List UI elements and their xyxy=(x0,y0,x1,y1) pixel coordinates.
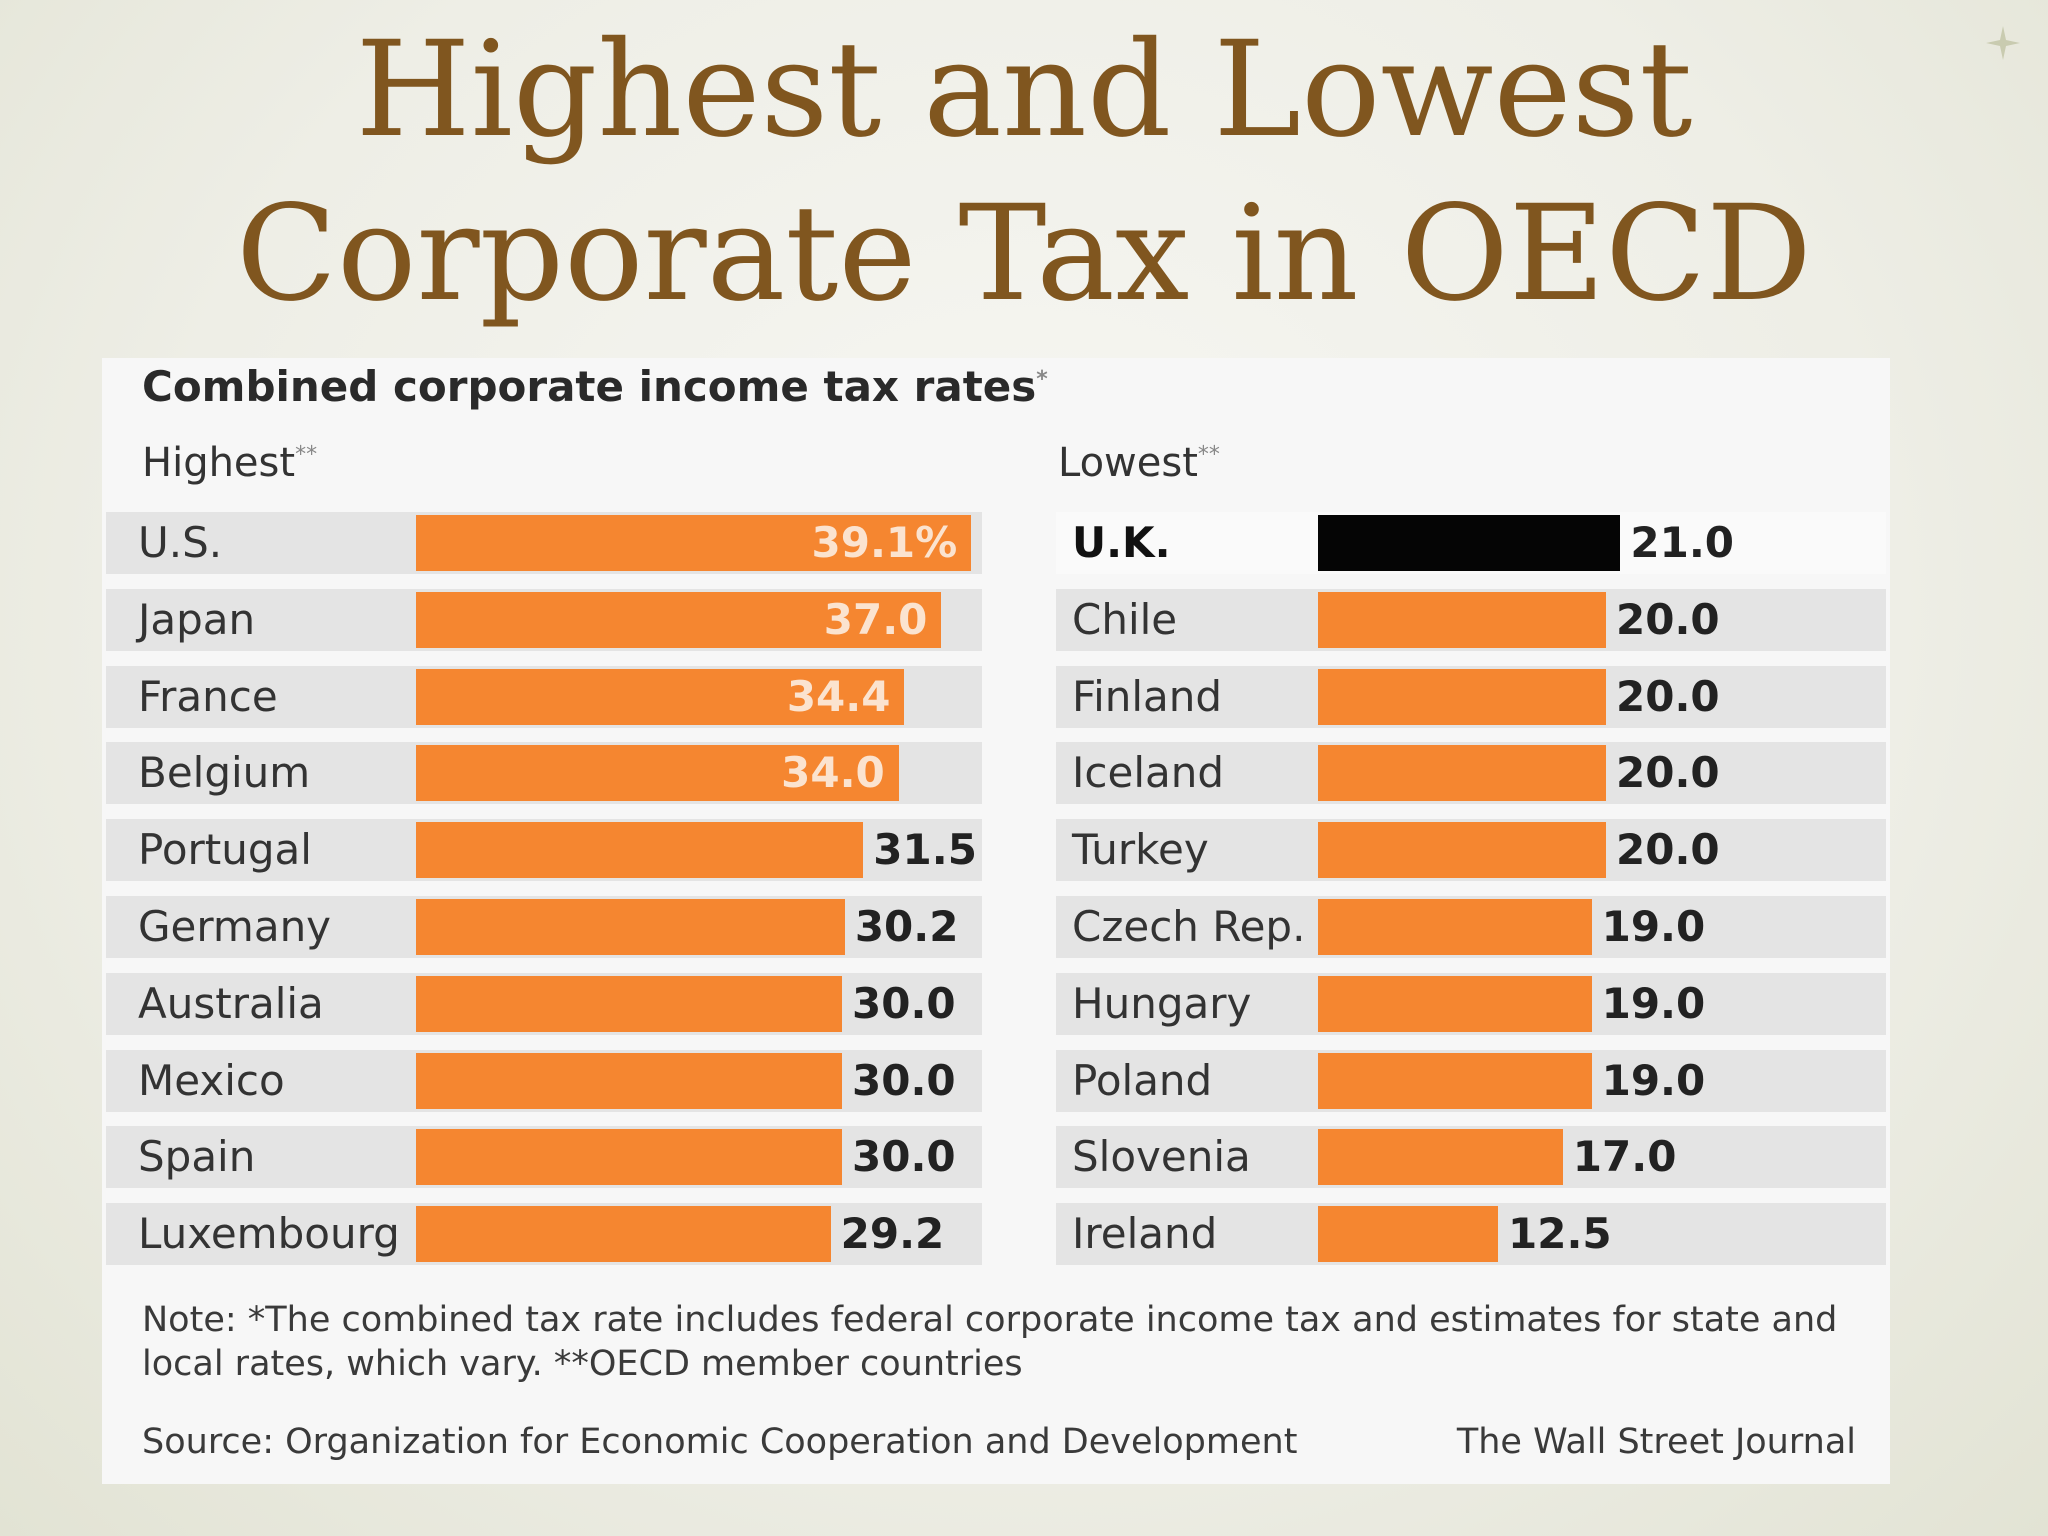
tick-label-finland: Finland xyxy=(1072,671,1223,721)
bar-portugal xyxy=(416,822,864,879)
data-label-spain: 30.0 xyxy=(852,1132,956,1182)
tick-label-portugal: Portugal xyxy=(138,825,312,875)
tick-label-ireland: Ireland xyxy=(1072,1209,1218,1259)
bar-germany xyxy=(416,899,845,955)
data-label-australia: 30.0 xyxy=(852,978,956,1028)
tick-label-spain: Spain xyxy=(138,1132,256,1182)
data-label-ireland: 12.5 xyxy=(1508,1209,1612,1259)
chart-title: Combined corporate income tax rates* xyxy=(142,362,1048,411)
bar-chile xyxy=(1318,591,1606,648)
tick-label-u-s: U.S. xyxy=(138,518,223,567)
chart-title-text: Combined corporate income tax rates xyxy=(142,362,1037,411)
bar-hungary xyxy=(1318,975,1592,1032)
chart-source: Source: Organization for Economic Cooper… xyxy=(142,1422,1298,1462)
tick-label-poland: Poland xyxy=(1072,1055,1213,1105)
data-label-turkey: 20.0 xyxy=(1616,825,1720,875)
bar-u-s xyxy=(416,515,972,571)
bar-japan xyxy=(416,591,942,648)
tick-label-germany: Germany xyxy=(138,902,332,951)
data-label-germany: 30.2 xyxy=(854,902,959,951)
bar-poland xyxy=(1318,1052,1592,1109)
tick-label-chile: Chile xyxy=(1072,594,1178,644)
tick-label-japan: Japan xyxy=(138,594,256,644)
data-label-finland: 20.0 xyxy=(1616,671,1720,721)
bar-u-k xyxy=(1318,515,1621,571)
tick-label-belgium: Belgium xyxy=(138,748,311,798)
data-label-poland: 19.0 xyxy=(1601,1055,1706,1105)
tick-label-slovenia: Slovenia xyxy=(1072,1132,1251,1182)
tick-label-turkey: Turkey xyxy=(1072,825,1209,875)
bar-france xyxy=(416,668,905,725)
data-label-belgium: 34.0 xyxy=(781,748,885,798)
bar-slovenia xyxy=(1318,1129,1563,1186)
bar-finland xyxy=(1318,668,1606,725)
bar-iceland xyxy=(1318,745,1606,802)
tick-label-australia: Australia xyxy=(138,978,324,1028)
data-label-portugal: 31.5 xyxy=(873,825,977,875)
tick-label-hungary: Hungary xyxy=(1072,978,1252,1028)
tick-label-u-k: U.K. xyxy=(1072,518,1171,567)
bar-belgium xyxy=(416,745,899,802)
chart-note: Note: *The combined tax rate includes fe… xyxy=(142,1300,1838,1384)
chart-credit: The Wall Street Journal xyxy=(1456,1422,1856,1462)
tick-label-luxembourg: Luxembourg xyxy=(138,1209,400,1259)
tick-label-france: France xyxy=(138,671,278,721)
data-label-u-k: 21.0 xyxy=(1630,518,1735,567)
tick-label-mexico: Mexico xyxy=(138,1055,285,1105)
lowest-label-text: Lowest xyxy=(1058,440,1198,486)
data-label-slovenia: 17.0 xyxy=(1572,1132,1677,1182)
bar-luxembourg xyxy=(416,1206,831,1263)
data-label-chile: 20.0 xyxy=(1616,594,1720,644)
lowest-label-marker: ** xyxy=(1197,442,1220,468)
sparkle-icon xyxy=(1986,26,2020,60)
bar-australia xyxy=(416,975,842,1032)
data-label-iceland: 20.0 xyxy=(1616,748,1720,798)
bar-mexico xyxy=(416,1052,842,1109)
tick-label-iceland: Iceland xyxy=(1072,748,1225,798)
highest-label-marker: ** xyxy=(295,442,318,468)
bar-ireland xyxy=(1318,1206,1498,1263)
bar-spain xyxy=(416,1129,842,1186)
data-label-mexico: 30.0 xyxy=(852,1055,956,1105)
data-label-hungary: 19.0 xyxy=(1601,978,1706,1028)
data-label-france: 34.4 xyxy=(786,671,891,721)
data-label-u-s: 39.1% xyxy=(811,518,958,567)
slide-title: Highest and Lowest Corporate Tax in OECD xyxy=(0,8,2048,336)
bar-czech-rep xyxy=(1318,899,1592,955)
lowest-group-label: Lowest** xyxy=(1058,440,1220,486)
data-label-japan: 37.0 xyxy=(823,594,928,644)
highest-label-text: Highest xyxy=(142,440,296,486)
slide-title-line-1: Highest and Lowest xyxy=(355,13,1693,167)
tick-label-czech-rep: Czech Rep. xyxy=(1072,902,1306,951)
chart-title-marker: * xyxy=(1036,367,1048,392)
data-label-czech-rep: 19.0 xyxy=(1601,902,1706,951)
highest-group-label: Highest** xyxy=(142,440,317,486)
data-label-luxembourg: 29.2 xyxy=(840,1209,945,1259)
bar-turkey xyxy=(1318,822,1606,879)
slide-title-line-2: Corporate Tax in OECD xyxy=(236,177,1812,331)
